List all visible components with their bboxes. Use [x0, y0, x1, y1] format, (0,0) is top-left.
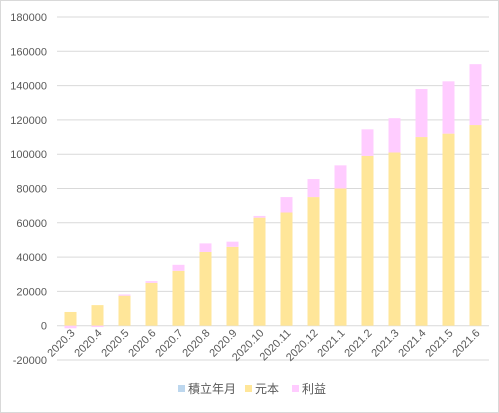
legend-label: 元本 — [255, 382, 279, 396]
y-tick-label: 20000 — [16, 286, 47, 298]
bar-gankin-9 — [307, 197, 320, 326]
legend-label: 積立年月 — [188, 381, 236, 396]
bar-gankin-15 — [469, 125, 482, 326]
y-axis-tick-labels: -20000 0 20000 40000 60000 80000 100000 120000 1… — [10, 12, 47, 367]
y-tick-label: -20000 — [13, 355, 47, 367]
bar-gankin-1 — [91, 305, 104, 326]
bar-rieki-10 — [334, 165, 347, 189]
bar-rieki-12 — [388, 118, 401, 153]
bar-gankin-12 — [388, 152, 401, 326]
x-tick-label: 2020.7 — [153, 327, 185, 359]
x-tick-label: 2020.6 — [126, 327, 158, 359]
bars — [64, 64, 482, 329]
bar-rieki-14 — [442, 81, 455, 134]
bar-gankin-5 — [199, 251, 212, 326]
x-tick-label: 2020.3 — [45, 327, 77, 359]
bar-gankin-7 — [253, 217, 266, 326]
bar-rieki-0 — [64, 325, 77, 329]
legend-swatch — [245, 385, 252, 392]
bar-rieki-2 — [118, 294, 131, 296]
bar-gankin-2 — [118, 295, 131, 326]
bar-rieki-11 — [361, 129, 374, 156]
bar-rieki-5 — [199, 243, 212, 252]
y-tick-label: 40000 — [16, 252, 47, 264]
x-axis-tick-labels: 2020.32020.42020.52020.62020.72020.82020… — [45, 327, 482, 364]
bar-gankin-13 — [415, 137, 428, 326]
bar-rieki-13 — [415, 89, 428, 138]
y-tick-label: 140000 — [10, 81, 47, 93]
y-tick-label: 120000 — [10, 115, 47, 127]
bar-rieki-15 — [469, 64, 482, 126]
y-tick-label: 80000 — [16, 184, 47, 196]
bar-rieki-9 — [307, 179, 320, 198]
y-tick-label: 180000 — [10, 12, 47, 24]
bar-gankin-8 — [280, 212, 293, 326]
x-tick-label: 2021.4 — [396, 327, 428, 359]
bar-gankin-3 — [145, 282, 158, 326]
bar-gankin-10 — [334, 188, 347, 326]
x-tick-label: 2021.3 — [369, 327, 401, 359]
legend[interactable]: 積立年月 元本 利益 — [178, 381, 326, 396]
bar-gankin-14 — [442, 133, 455, 326]
bar-gankin-11 — [361, 155, 374, 326]
bar-rieki-4 — [172, 264, 185, 271]
y-tick-label: 0 — [41, 321, 47, 333]
bar-rieki-3 — [145, 281, 158, 283]
x-tick-label: 2020.8 — [180, 327, 212, 359]
y-tick-label: 60000 — [16, 218, 47, 230]
bar-rieki-8 — [280, 197, 293, 213]
bar-rieki-1 — [91, 325, 104, 328]
x-tick-label: 2021.5 — [423, 327, 455, 359]
x-tick-label: 2020.5 — [99, 327, 131, 359]
legend-swatch — [292, 385, 299, 392]
y-tick-label: 160000 — [10, 46, 47, 58]
bar-gankin-4 — [172, 270, 185, 326]
x-tick-label: 2020.4 — [72, 327, 104, 359]
bar-rieki-6 — [226, 241, 239, 247]
legend-swatch — [178, 385, 185, 392]
bar-rieki-7 — [253, 215, 266, 218]
y-tick-label: 100000 — [10, 149, 47, 161]
bar-gankin-6 — [226, 246, 239, 326]
bar-gankin-0 — [64, 311, 77, 326]
x-tick-label: 2021.1 — [315, 327, 347, 359]
legend-label: 利益 — [302, 382, 326, 396]
x-tick-label: 2021.6 — [450, 327, 482, 359]
x-tick-label: 2021.2 — [342, 327, 374, 359]
